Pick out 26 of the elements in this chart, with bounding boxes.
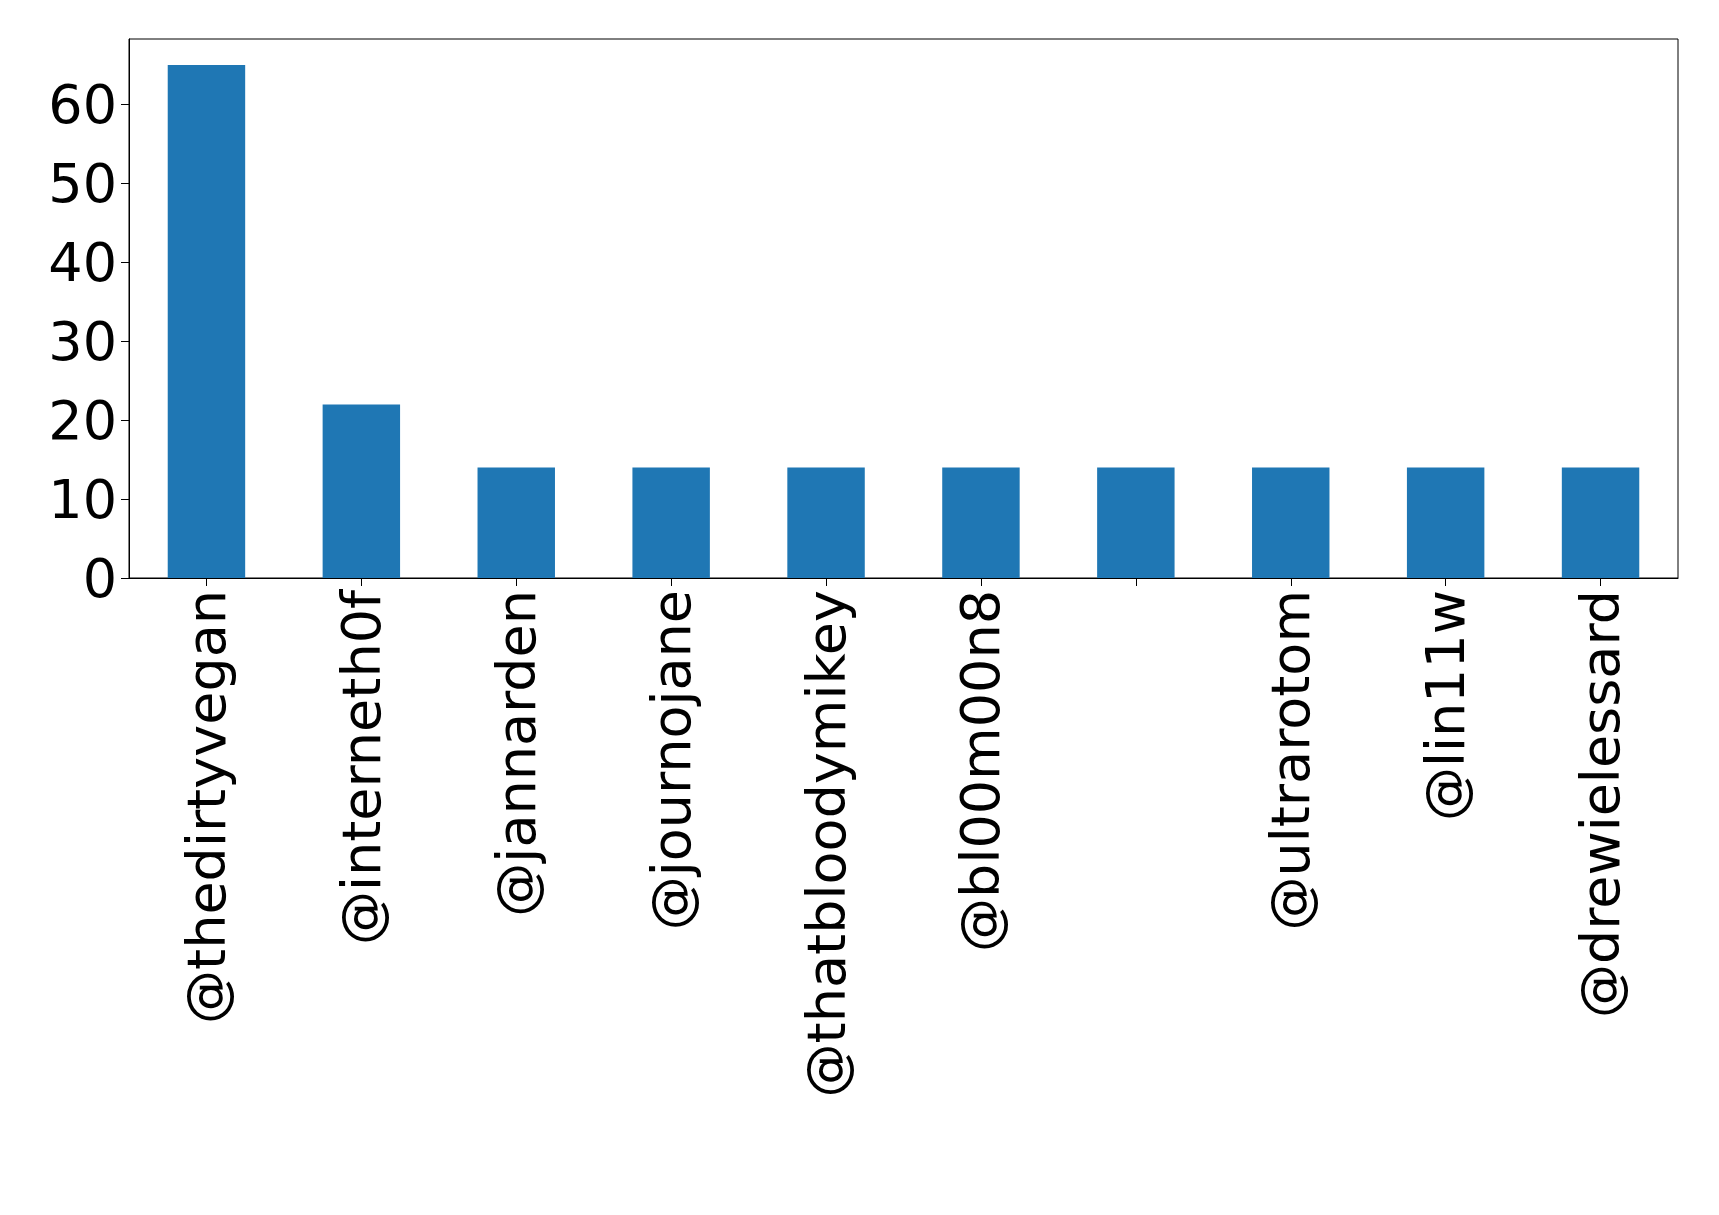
bar	[322, 404, 401, 578]
x-tick-label: @interneth0f	[329, 588, 393, 946]
bar	[167, 65, 246, 578]
bar	[1406, 467, 1485, 578]
bar	[1252, 467, 1330, 578]
x-tick-label: @jannarden	[484, 590, 548, 917]
y-tick-label: 0	[82, 546, 117, 610]
y-tick-label: 50	[48, 151, 117, 215]
x-tick-label: @drewielessard	[1569, 590, 1633, 1019]
y-tick-label: 20	[48, 388, 117, 452]
x-tick-label: @thatbloodymikey	[794, 590, 858, 1098]
y-tick-label: 10	[48, 467, 117, 531]
bar	[632, 467, 710, 578]
x-tick-label: @journojane	[639, 590, 703, 931]
bar	[787, 467, 865, 578]
x-tick-label: @bl00m00n8	[949, 590, 1013, 952]
bar	[1561, 467, 1640, 578]
x-tick-label: @thedirtyvegan	[174, 590, 238, 1025]
y-tick-label: 60	[48, 73, 117, 136]
bar	[477, 467, 555, 578]
x-tick-label: @ultrarotom	[1259, 590, 1323, 931]
bar	[942, 467, 1020, 578]
y-tick-label: 30	[48, 309, 117, 373]
y-tick-label: 40	[48, 230, 117, 294]
x-tick-label: @lin11w	[1414, 590, 1478, 822]
bar	[1097, 467, 1175, 578]
